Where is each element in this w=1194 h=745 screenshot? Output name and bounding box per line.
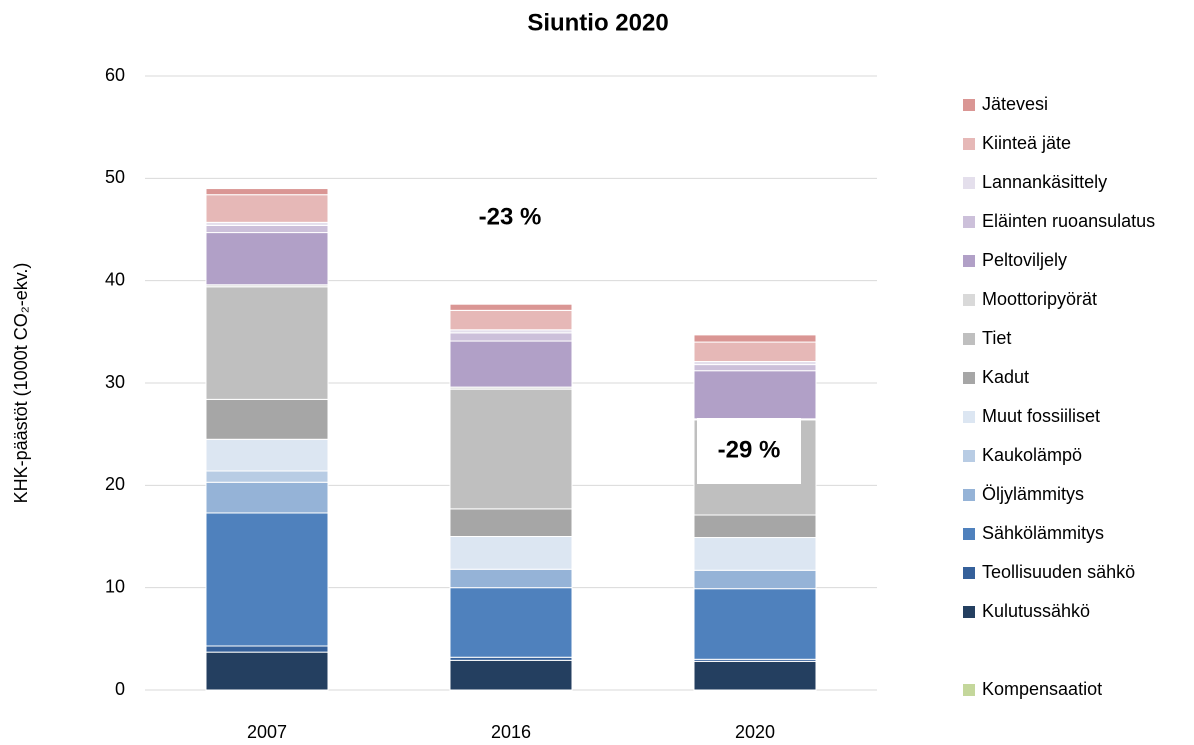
legend-label: Muut fossiiliset: [982, 406, 1100, 426]
legend-swatch: [963, 411, 975, 423]
bar-segment: [205, 286, 329, 400]
bar-segment: [693, 341, 817, 363]
bar-segment: [205, 470, 329, 483]
legend-label: Moottoripyörät: [982, 289, 1097, 309]
bar-segment: [693, 364, 817, 372]
bar-segment: [205, 398, 329, 440]
legend-swatch: [963, 528, 975, 540]
legend-label: Lannankäsittely: [982, 172, 1107, 192]
legend-swatch: [963, 216, 975, 228]
bar-segment: [693, 514, 817, 539]
bar-segment: [449, 659, 573, 691]
legend-label: Sähkölämmitys: [982, 523, 1104, 543]
legend-swatch: [963, 294, 975, 306]
bar-segment: [205, 194, 329, 223]
bar-segment: [693, 537, 817, 571]
legend-swatch: [963, 333, 975, 345]
legend-label: Kaukolämpö: [982, 445, 1082, 465]
bar-segment: [205, 438, 329, 472]
bar-segment: [449, 309, 573, 331]
legend-label: Kulutussähkö: [982, 601, 1090, 621]
bar-segment: [449, 388, 573, 510]
bar-segment: [205, 232, 329, 286]
legend-swatch: [963, 450, 975, 462]
chart-title: Siuntio 2020: [527, 9, 668, 36]
legend-label: Teollisuuden sähkö: [982, 562, 1135, 582]
legend-swatch: [963, 606, 975, 618]
bar-segment: [449, 508, 573, 537]
bar-segment: [205, 224, 329, 234]
x-tick-label: 2020: [735, 722, 775, 742]
legend-label: Öljylämmitys: [982, 484, 1084, 504]
annotation: -29 %: [718, 436, 781, 463]
x-tick-label: 2016: [491, 722, 531, 742]
bar-segment: [693, 569, 817, 590]
bar-segment: [205, 512, 329, 647]
bar-segment: [449, 536, 573, 570]
legend-label: Peltoviljely: [982, 250, 1067, 270]
annotation-box: [697, 418, 801, 484]
legend-swatch: [963, 255, 975, 267]
legend-label: Tiet: [982, 328, 1011, 348]
bar-segment: [693, 588, 817, 660]
y-tick-label: 50: [105, 167, 125, 187]
legend-swatch: [963, 99, 975, 111]
bar-segment: [449, 303, 573, 311]
y-tick-label: 20: [105, 474, 125, 494]
bar-segment: [205, 651, 329, 691]
bar-segment: [205, 645, 329, 653]
legend-label: Eläinten ruoansulatus: [982, 211, 1155, 231]
bar-segment: [205, 188, 329, 196]
bar-segment: [693, 660, 817, 691]
legend-label: Kiinteä jäte: [982, 133, 1071, 153]
legend-swatch: [963, 177, 975, 189]
y-tick-label: 40: [105, 269, 125, 289]
y-tick-label: 0: [115, 679, 125, 699]
annotation: -23 %: [479, 203, 542, 230]
y-tick-label: 10: [105, 576, 125, 596]
legend-label: Jätevesi: [982, 94, 1048, 114]
bar-segment: [693, 334, 817, 343]
legend-label: Kompensaatiot: [982, 679, 1102, 699]
bar-segment: [449, 332, 573, 342]
y-axis-label: KHK-päästöt (1000t CO₂-ekv.): [11, 263, 31, 504]
legend-swatch: [963, 372, 975, 384]
bar-segment: [449, 340, 573, 388]
legend-label: Kadut: [982, 367, 1029, 387]
bar-segment: [449, 568, 573, 589]
bar-segment: [693, 370, 817, 420]
y-tick-label: 60: [105, 65, 125, 85]
x-tick-label: 2007: [247, 722, 287, 742]
legend-swatch: [963, 138, 975, 150]
bar-segment: [205, 481, 329, 514]
legend-swatch: [963, 684, 975, 696]
y-tick-label: 30: [105, 372, 125, 392]
legend-swatch: [963, 489, 975, 501]
legend-swatch: [963, 567, 975, 579]
bar-segment: [449, 587, 573, 658]
